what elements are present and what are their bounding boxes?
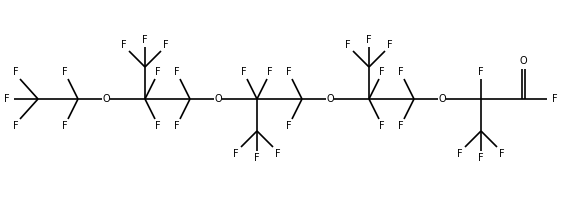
Text: F: F — [254, 153, 260, 163]
Text: O: O — [102, 94, 110, 104]
Text: F: F — [155, 121, 161, 131]
Text: F: F — [275, 149, 281, 159]
Text: O: O — [520, 56, 527, 66]
Text: F: F — [366, 35, 372, 45]
Text: F: F — [345, 40, 351, 50]
Text: F: F — [62, 67, 68, 77]
Text: F: F — [4, 94, 10, 104]
Text: F: F — [142, 35, 148, 45]
Text: F: F — [552, 94, 558, 104]
Text: F: F — [457, 149, 463, 159]
Text: F: F — [478, 67, 484, 77]
Text: F: F — [499, 149, 505, 159]
Text: F: F — [121, 40, 127, 50]
Text: O: O — [214, 94, 222, 104]
Text: F: F — [174, 121, 180, 131]
Text: F: F — [62, 121, 68, 131]
Text: F: F — [267, 67, 273, 77]
Text: F: F — [163, 40, 169, 50]
Text: F: F — [398, 121, 404, 131]
Text: F: F — [174, 67, 180, 77]
Text: F: F — [13, 121, 19, 131]
Text: F: F — [155, 67, 161, 77]
Text: F: F — [379, 121, 385, 131]
Text: F: F — [13, 67, 19, 77]
Text: O: O — [326, 94, 334, 104]
Text: F: F — [398, 67, 404, 77]
Text: F: F — [286, 121, 292, 131]
Text: F: F — [241, 67, 247, 77]
Text: F: F — [379, 67, 385, 77]
Text: F: F — [387, 40, 393, 50]
Text: F: F — [233, 149, 239, 159]
Text: F: F — [478, 153, 484, 163]
Text: F: F — [286, 67, 292, 77]
Text: O: O — [438, 94, 446, 104]
